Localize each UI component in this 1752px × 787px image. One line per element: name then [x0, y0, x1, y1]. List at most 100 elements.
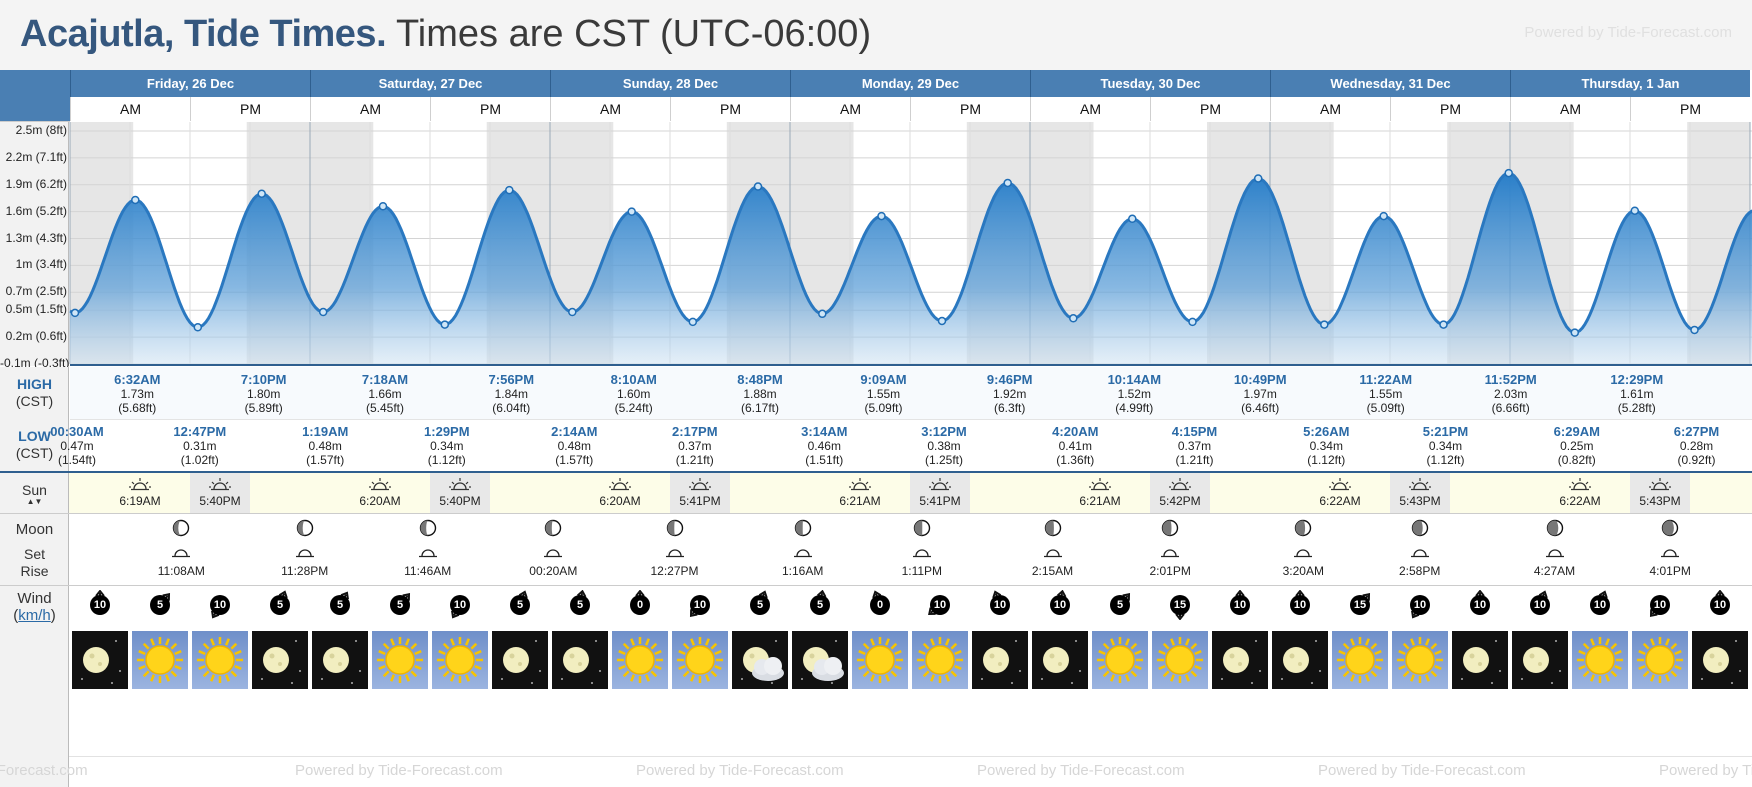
tide-height-ft: (1.57ft)	[306, 453, 345, 467]
low-tide-entry: 1:19AM 0.48m (1.57ft)	[287, 425, 363, 468]
tide-time: 7:10PM	[240, 372, 287, 387]
am-label: AM	[1270, 97, 1390, 121]
moon-time: 2:01PM	[1149, 564, 1191, 578]
wind-speed-badge: 5	[270, 595, 290, 615]
tide-height-m: 1.92m	[993, 387, 1027, 401]
powered-by[interactable]: Powered by Tide-Forecast.com	[1524, 24, 1732, 41]
low-tide-point	[1570, 328, 1580, 337]
timezone-subtitle: Times are CST (UTC-06:00)	[396, 13, 872, 55]
tide-height-m: 1.55m	[1369, 387, 1403, 401]
low-tide-point	[818, 309, 827, 319]
sun-weather-icon	[1392, 631, 1448, 689]
sun-weather-icon	[1092, 631, 1148, 689]
moon-phase-icon	[1295, 519, 1312, 537]
sun-icon	[617, 637, 663, 683]
moon-icon	[1221, 640, 1261, 684]
moon-icon	[1461, 640, 1501, 684]
powered-watermark: Powered by Tide-Forecast.com	[636, 762, 844, 779]
clear-night-icon	[1212, 631, 1268, 689]
wind-speed-badge: 15	[1350, 595, 1370, 615]
tide-height-ft: (5.09ft)	[864, 401, 903, 415]
high-tide-entry: 7:18AM 1.66m (5.45ft)	[347, 373, 423, 416]
high-tide-point	[1253, 174, 1263, 183]
high-tide-point	[1379, 211, 1388, 221]
cloudy-night-icon	[732, 631, 788, 689]
sunrise-icon	[369, 478, 391, 491]
day-header: Wednesday, 31 Dec	[1270, 70, 1510, 97]
moon-time: 1:11PM	[901, 564, 943, 578]
wind-speed-badge: 5	[570, 595, 590, 615]
wind-unit-link[interactable]: (km/h)	[13, 607, 56, 624]
clear-night-icon	[1692, 631, 1748, 689]
low-tide-point	[70, 308, 80, 318]
cloud-moon-icon	[801, 640, 844, 684]
sunrise-icon	[1329, 478, 1351, 491]
sunrise-icon	[129, 478, 151, 491]
tide-height-m: 0.34m	[430, 439, 464, 453]
tide-height-ft: (5.09ft)	[1366, 401, 1405, 415]
tide-time: 9:09AM	[860, 372, 907, 387]
sun-icon	[1637, 637, 1683, 683]
high-tide-point	[753, 182, 763, 191]
am-label: AM	[70, 97, 190, 121]
moon-row-header	[0, 514, 69, 585]
low-tide-entry: 5:21PM 0.34m (1.12ft)	[1408, 425, 1484, 468]
moon-icon	[1521, 640, 1561, 684]
day-header: Monday, 29 Dec	[790, 70, 1030, 97]
am-label: AM	[790, 97, 910, 121]
sunset-icon	[209, 478, 231, 491]
wind-speed-badge: 15	[1170, 595, 1190, 615]
tide-time: 5:26AM	[1303, 424, 1350, 439]
high-tide-entry: 11:52PM 2.03m (6.66ft)	[1473, 373, 1549, 416]
tide-height-m: 0.47m	[60, 439, 94, 453]
weather-row-header	[0, 631, 69, 691]
moonset-icon	[1661, 549, 1680, 558]
high-tide-point	[1504, 168, 1513, 178]
low-row-header	[0, 419, 69, 471]
location-title: Acajutla, Tide Times.	[20, 13, 387, 55]
tide-height-m: 1.73m	[120, 387, 154, 401]
sun-icon	[1397, 637, 1443, 683]
sun-weather-icon	[672, 631, 728, 689]
header-corner	[0, 70, 70, 122]
tide-height-m: 0.34m	[1428, 439, 1463, 453]
tide-height-ft: (1.12ft)	[1426, 453, 1465, 467]
clear-night-icon	[72, 631, 128, 689]
high-tide-point	[877, 211, 886, 221]
sun-weather-icon	[192, 631, 248, 689]
tide-height-ft: (5.45ft)	[365, 401, 404, 415]
moon-icon	[321, 640, 361, 684]
tide-height-ft: (1.21ft)	[675, 453, 714, 467]
tide-height-ft: (6.66ft)	[1491, 401, 1530, 415]
wind-unit[interactable]: km/h	[18, 607, 51, 624]
sun-weather-icon	[1572, 631, 1628, 689]
y-tick-label: 0.5m (1.5ft)	[5, 302, 67, 317]
sun-icon	[377, 637, 423, 683]
wind-speed-badge: 10	[1050, 595, 1070, 615]
wind-label: Wind	[17, 590, 52, 607]
high-tide-point	[131, 195, 140, 205]
wind-speed-badge: 10	[990, 595, 1010, 615]
sunset-icon	[929, 478, 951, 491]
moonset-icon	[172, 549, 191, 558]
wind-speed-badge: 5	[390, 595, 410, 615]
moonset-icon	[418, 549, 437, 558]
sunset-time: 5:43PM	[1399, 494, 1441, 508]
tide-height-m: 1.52m	[1117, 387, 1151, 401]
wind-speed-badge: 10	[210, 595, 230, 615]
sun-icon	[677, 637, 723, 683]
low-tide-point	[937, 316, 947, 326]
tide-height-ft: (1.21ft)	[1175, 453, 1214, 467]
wind-speed-badge: 10	[1230, 595, 1250, 615]
tide-height-m: 1.80m	[247, 387, 281, 401]
wind-speed-badge: 10	[690, 595, 710, 615]
pm-label: PM	[1390, 97, 1510, 121]
moon-phase-icon	[1661, 519, 1679, 537]
sun-icon	[857, 637, 903, 683]
tide-height-m: 0.28m	[1679, 439, 1714, 453]
pm-label: PM	[910, 97, 1030, 121]
powered-watermark: Powered by Tide-Forecast.com	[295, 762, 503, 779]
low-tide-point	[688, 317, 698, 327]
low-tide-point	[1069, 314, 1078, 323]
low-tide-entry: 00:30AM 0.47m (1.54ft)	[39, 425, 115, 468]
